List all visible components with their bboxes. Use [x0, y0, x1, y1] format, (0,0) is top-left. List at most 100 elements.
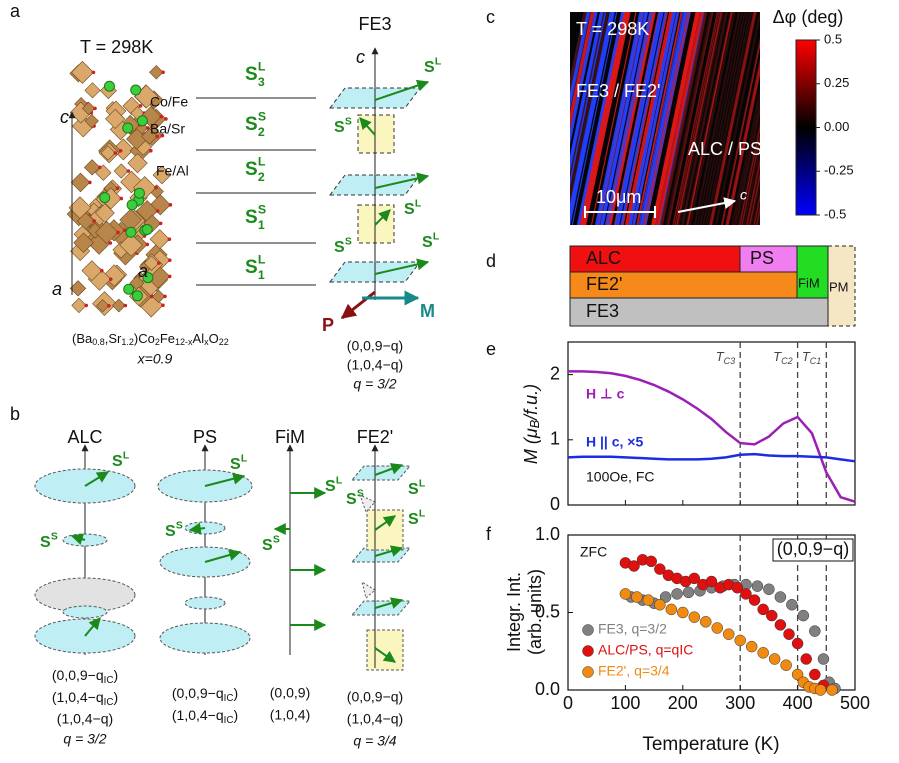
spin-base: S: [325, 478, 336, 495]
colorbar-title: Δφ (deg): [773, 7, 844, 27]
data-line: [568, 370, 856, 503]
transition-label-main: T: [716, 349, 725, 364]
spin-sup: L: [435, 56, 442, 67]
spin-base: S: [245, 257, 258, 278]
stripe: [579, 12, 627, 225]
fe3-diagram: [329, 47, 430, 320]
stripe: [609, 12, 656, 225]
data-point: [748, 594, 761, 606]
oxygen: [122, 228, 127, 233]
legend-label: H || c, ×5: [586, 434, 643, 450]
spin-base: S: [112, 453, 123, 470]
wavevector: (1,0,4−q): [57, 711, 113, 727]
data-point: [814, 684, 827, 696]
stripe: [705, 12, 752, 225]
oxygen: [100, 268, 104, 273]
data-point: [763, 583, 775, 595]
oxygen: [97, 165, 102, 170]
colorbar-tick-label: -0.25: [824, 163, 854, 178]
wavevector-main: (0,0,9−q: [172, 685, 224, 701]
scale-bar-label: 10μm: [596, 187, 641, 207]
colorbar-tick-label: 0.5: [824, 31, 842, 46]
oxygen: [158, 221, 163, 226]
polyhedron: [100, 145, 116, 161]
stripe: [570, 12, 615, 225]
spin-label: SL: [408, 478, 426, 498]
stripe: [659, 12, 706, 225]
crystal-structure: [66, 60, 173, 318]
y-axis-label: Integr. Int.: [504, 572, 524, 652]
stripe: [743, 143, 760, 225]
stripe: [680, 12, 727, 225]
data-point: [619, 588, 632, 600]
polyhedron: [133, 176, 157, 200]
spin-base: S: [230, 456, 241, 473]
polyhedron: [141, 128, 158, 145]
oxygen: [160, 133, 165, 138]
spin-base: S: [245, 64, 258, 85]
legend-marker: [582, 645, 594, 657]
polyhedron: [95, 164, 112, 181]
barium: [99, 192, 111, 204]
legend-label: FE3, q=3/2: [598, 621, 667, 637]
barium: [130, 84, 142, 96]
annotation: 100Oe, FC: [586, 469, 654, 485]
formula-part: ,Sr: [105, 331, 122, 346]
spin-label: SS: [40, 531, 58, 551]
data-point: [780, 659, 792, 671]
phase-label: PS: [750, 248, 774, 268]
stripe: [745, 157, 760, 225]
oxygen: [118, 149, 123, 153]
wavevector-sub: IC: [224, 715, 234, 726]
stripe: [753, 193, 760, 225]
spin-base: S: [40, 534, 51, 551]
stripe: [706, 12, 753, 225]
magnetization: M: [420, 301, 435, 321]
oxygen: [161, 303, 165, 308]
stripe: [747, 165, 760, 225]
transition-label-main: T: [773, 349, 782, 364]
polyhedron: [69, 280, 87, 297]
transition-label-sub: C1: [810, 356, 822, 366]
stripe: [636, 12, 683, 225]
polyhedron: [81, 260, 103, 282]
site-label: Ba/Sr: [150, 121, 185, 137]
spin-sup: S: [357, 488, 364, 499]
spin-sup: S: [176, 520, 183, 531]
oxygen: [88, 180, 92, 185]
y-tick-label: 0: [550, 494, 560, 514]
formula-part: Fe: [160, 331, 175, 346]
data-point: [783, 628, 795, 640]
stripe: [710, 12, 757, 225]
spin-label: SS: [262, 534, 280, 554]
polyhedron: [73, 232, 94, 254]
layer-lines: [196, 97, 316, 286]
stripe: [590, 12, 637, 225]
formula-part: Al: [193, 331, 205, 346]
phase-label: FiM: [798, 275, 820, 290]
spin-label: SL: [404, 198, 422, 218]
stripe: [629, 12, 676, 225]
transition-label-sub: C3: [724, 356, 736, 366]
stripe: [743, 147, 760, 225]
oxygen: [108, 277, 113, 281]
stripe: [725, 58, 760, 225]
barium: [122, 122, 134, 134]
oxygen: [93, 106, 97, 111]
oxygen: [116, 230, 120, 235]
polyhedron: [152, 165, 172, 185]
spin-sup: L: [419, 508, 426, 519]
stripe: [755, 202, 760, 225]
stripe: [570, 12, 591, 111]
stripe: [644, 12, 691, 225]
axis-label: a: [138, 261, 148, 281]
data-point: [757, 603, 769, 616]
y-axis-label-end: /f.u.): [521, 384, 541, 422]
stripe: [570, 12, 610, 204]
temperature: T = 298K: [576, 19, 649, 39]
oxygen: [161, 70, 165, 75]
stripe: [735, 107, 760, 225]
spin-sub: 1: [258, 218, 265, 232]
wavevector-end: ): [233, 685, 238, 701]
spin-base: S: [262, 537, 273, 554]
